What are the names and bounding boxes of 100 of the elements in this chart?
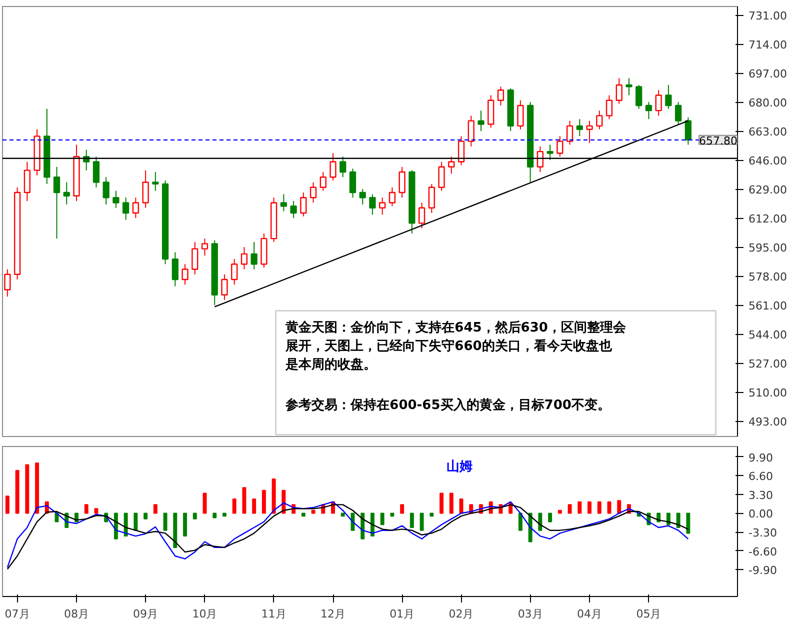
- bar: [144, 512, 148, 520]
- annotation: 山姆: [446, 460, 472, 475]
- y-tick-label: -3.30: [748, 526, 777, 540]
- candlestick: [674, 102, 682, 125]
- candlestick: [665, 84, 672, 110]
- annotation: 黄金天图：金价向下，支持在645，然后630，区间整理会展开，天图上，已经向下失守660的关口，看今天收盘也是本周的收盘。: [284, 320, 627, 373]
- candlestick: [221, 274, 228, 300]
- y-tick-label: 527.00: [748, 358, 787, 371]
- bar: [84, 504, 88, 514]
- x-tick-label: 03月: [518, 608, 543, 620]
- candlestick: [112, 190, 120, 208]
- candlestick: [684, 116, 692, 146]
- candlestick: [132, 197, 139, 219]
- bar: [5, 496, 10, 514]
- candlestick: [488, 94, 494, 128]
- candlestick: [576, 118, 583, 137]
- candlestick: [142, 170, 149, 208]
- x-tick-label: 05月: [636, 608, 662, 620]
- y-tick-label: 680.00: [748, 96, 787, 110]
- bar: [568, 504, 572, 514]
- candlestick: [398, 166, 406, 198]
- bar: [15, 470, 20, 514]
- bar: [597, 501, 602, 514]
- x-tick-label: 04月: [577, 608, 602, 620]
- candlestick: [182, 264, 188, 286]
- y-tick-label: 697.00: [748, 68, 787, 81]
- bar: [262, 490, 266, 514]
- y-tick-label: 6.60: [748, 470, 773, 484]
- bar: [420, 512, 424, 531]
- bar: [222, 512, 226, 517]
- bar: [183, 512, 187, 537]
- candlestick: [330, 152, 336, 182]
- candlestick: [448, 156, 455, 174]
- candlestick: [310, 182, 317, 204]
- candlestick: [240, 246, 248, 270]
- candlestick: [388, 186, 396, 207]
- candlestick: [192, 241, 198, 275]
- bar: [94, 508, 98, 514]
- candlestick: [349, 168, 356, 198]
- candlestick: [201, 238, 208, 256]
- y-tick-label: 493.00: [748, 416, 787, 429]
- bar: [410, 512, 414, 528]
- candlestick: [280, 194, 287, 212]
- y-tick-label: 663.00: [748, 126, 787, 139]
- candlestick: [596, 110, 603, 130]
- bar: [548, 512, 552, 522]
- bar: [340, 512, 345, 517]
- x-tick-label: 12月: [320, 608, 346, 620]
- candlestick: [438, 161, 445, 192]
- bar: [588, 501, 592, 514]
- bar: [311, 510, 316, 514]
- candlestick: [300, 192, 307, 217]
- x-tick-label: 02月: [448, 608, 474, 620]
- bar: [153, 504, 158, 514]
- candlestick: [102, 176, 110, 205]
- bar: [538, 512, 542, 531]
- candlestick: [24, 161, 30, 202]
- x-tick-label: 10月: [192, 608, 218, 620]
- candlestick: [655, 90, 662, 116]
- bar: [35, 462, 40, 514]
- candlestick: [122, 197, 130, 220]
- candlestick: [497, 86, 504, 106]
- candlestick: [586, 120, 593, 144]
- candlestick: [152, 172, 159, 192]
- candlestick: [369, 194, 376, 216]
- bar: [676, 512, 680, 528]
- x-tick-label: 09月: [133, 608, 158, 620]
- y-tick-label: 578.00: [748, 270, 787, 284]
- candlestick: [418, 202, 426, 229]
- bar: [163, 512, 168, 531]
- bar: [252, 498, 256, 514]
- y-tick-label: 9.90: [748, 451, 773, 464]
- candlestick: [231, 258, 238, 286]
- y-tick-label: 3.30: [748, 488, 773, 502]
- candlestick: [250, 241, 258, 270]
- y-tick-label: -6.60: [748, 545, 777, 558]
- y-tick-label: 561.00: [748, 300, 787, 313]
- y-tick-label: 714.00: [748, 38, 787, 52]
- candlestick: [172, 252, 178, 287]
- candlestick: [536, 146, 544, 173]
- x-tick-label: 11月: [261, 608, 286, 620]
- ref-line-label: 657.80: [699, 134, 738, 148]
- candlestick: [556, 136, 564, 158]
- bar: [518, 512, 522, 531]
- bar: [390, 512, 394, 517]
- bar: [212, 512, 217, 518]
- candlestick: [290, 200, 297, 219]
- y-tick-label: 510.00: [748, 386, 787, 400]
- bar: [440, 492, 444, 514]
- candlestick: [359, 188, 366, 205]
- candlestick: [379, 197, 386, 216]
- candlestick: [645, 102, 652, 120]
- y-tick-label: 595.00: [748, 242, 787, 255]
- bar: [232, 498, 236, 514]
- y-tick-label: 0.00: [748, 508, 773, 521]
- y-tick-label: 646.00: [748, 154, 787, 168]
- candlestick: [320, 172, 326, 192]
- candlestick: [546, 144, 554, 161]
- candlestick: [458, 136, 465, 166]
- candlestick: [468, 115, 474, 147]
